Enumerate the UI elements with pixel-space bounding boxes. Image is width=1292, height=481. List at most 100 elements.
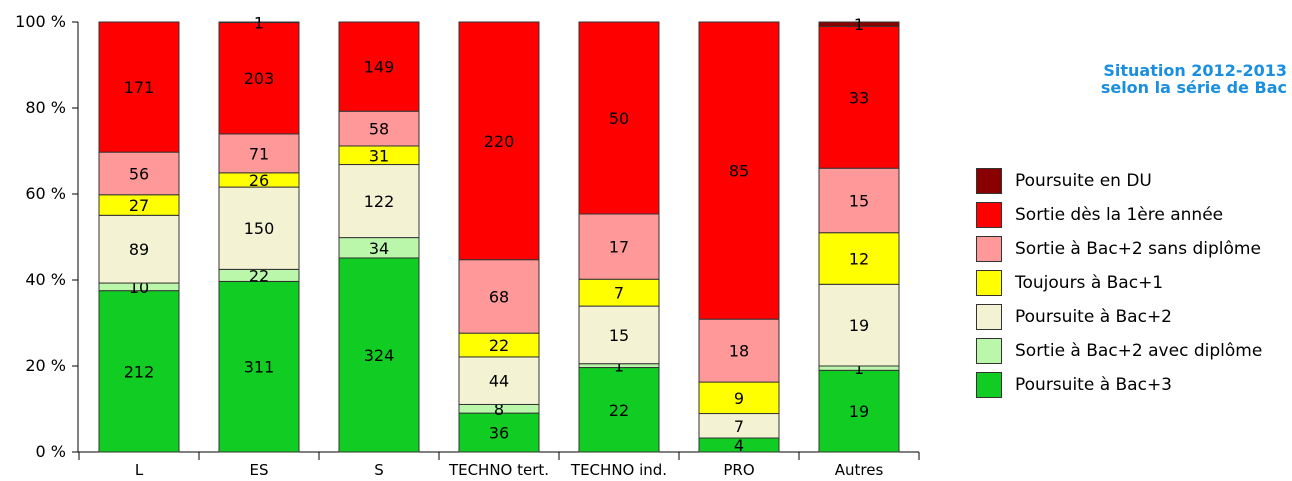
data-label: 1 [854,15,864,34]
legend-label: Poursuite à Bac+2 [1015,307,1173,327]
bar-segment [338,164,420,239]
data-label: 33 [849,88,869,107]
legend-label: Poursuite en DU [1015,171,1152,191]
data-label: 22 [609,401,629,420]
bar-segment [98,214,180,284]
data-label: 15 [609,326,629,345]
bar-segment [218,186,300,270]
data-label: 68 [489,287,509,306]
data-label: 171 [124,78,155,97]
bar-segment [818,167,900,234]
data-label: 1 [614,357,624,376]
legend-swatch [976,202,1002,228]
legend-label: Poursuite à Bac+3 [1015,375,1173,395]
data-label: 8 [494,400,504,419]
bar-segment [578,367,660,453]
bar-segment [98,290,180,453]
data-label: 150 [244,219,275,238]
y-tick-label: 80 % [25,98,66,117]
bar-segment [98,21,180,153]
data-label: 311 [244,358,275,377]
data-label: 12 [849,250,869,269]
legend-item: Poursuite à Bac+2 [976,300,1262,334]
legend-item: Poursuite en DU [976,164,1262,198]
data-label: 4 [734,436,744,455]
data-label: 34 [369,239,389,258]
bar-segment [578,213,660,280]
bar-segment [818,283,900,367]
data-label: 26 [249,171,269,190]
data-label: 44 [489,372,509,391]
legend-item: Sortie à Bac+2 sans diplôme [976,232,1262,266]
y-tick-label: 20 % [25,356,66,375]
data-label: 203 [244,69,275,88]
bar-segment [578,278,660,307]
legend-swatch [976,338,1002,364]
y-tick-label: 100 % [15,12,66,31]
bar-segment [818,369,900,453]
bar-segment [458,356,540,405]
bar-segment [458,21,540,261]
bar-segment [818,232,900,285]
data-label: 89 [129,240,149,259]
data-label: 7 [614,284,624,303]
bar-segment [578,305,660,365]
legend-swatch [976,304,1002,330]
data-label: 1 [254,13,264,32]
legend-item: Sortie à Bac+2 avec diplôme [976,334,1262,368]
data-label: 50 [609,109,629,128]
legend-label: Sortie à Bac+2 sans diplôme [1015,239,1261,259]
bar-segment [578,21,660,215]
legend-swatch [976,236,1002,262]
data-label: 324 [364,346,395,365]
data-label: 58 [369,120,389,139]
bar-segment [338,21,420,112]
legend: Poursuite en DU Sortie dès la 1ère année S… [976,164,1262,402]
bar-segment [338,110,420,147]
data-label: 7 [734,417,744,436]
data-label: 19 [849,402,869,421]
data-label: 1 [854,359,864,378]
bar-segment [698,21,780,320]
legend-item: Poursuite à Bac+3 [976,368,1262,402]
data-label: 22 [489,336,509,355]
data-label: 9 [734,389,744,408]
stacked-bar-chart: 0 % 20 % 40 % 60 % 80 % 100 % L ES S TECHNO tert.… [15,12,920,479]
y-tick-label: 60 % [25,184,66,203]
legend-item: Toujours à Bac+1 [976,266,1262,300]
bar-segment [818,21,900,27]
data-label: 22 [249,266,269,285]
bar-segment [698,381,780,415]
data-label: 18 [729,342,749,361]
bar-segment [218,22,300,135]
y-tick-label: 40 % [25,270,66,289]
data-label: 122 [364,192,395,211]
y-tick-label: 0 % [36,442,66,461]
chart-title-line1: Situation 2012-2013 [1103,61,1287,80]
x-tick-label: L [135,461,144,479]
x-tick-label: ES [250,461,269,479]
bar-segment [98,151,180,196]
bar-segment [698,318,780,383]
data-label: 212 [124,362,155,381]
data-label: 19 [849,316,869,335]
bar-segment [458,259,540,334]
legend-label: Toujours à Bac+1 [1015,273,1164,293]
chart-title-line2: selon la série de Bac [1100,78,1287,97]
x-tick-label: PRO [723,461,754,479]
x-tick-label: TECHNO tert. [448,461,549,479]
data-label: 71 [249,144,269,163]
bar-segment [218,280,300,453]
data-label: 85 [729,162,749,181]
x-tick-label: Autres [835,461,884,479]
data-label: 31 [369,146,389,165]
bar-segment [218,133,300,174]
data-label: 56 [129,164,149,183]
data-label: 220 [484,132,515,151]
data-label: 27 [129,196,149,215]
legend-swatch [976,168,1002,194]
legend-label: Sortie à Bac+2 avec diplôme [1015,341,1263,361]
x-tick-label: TECHNO ind. [570,461,667,479]
legend-item: Sortie dès la 1ère année [976,198,1262,232]
bar-segment [218,21,300,24]
